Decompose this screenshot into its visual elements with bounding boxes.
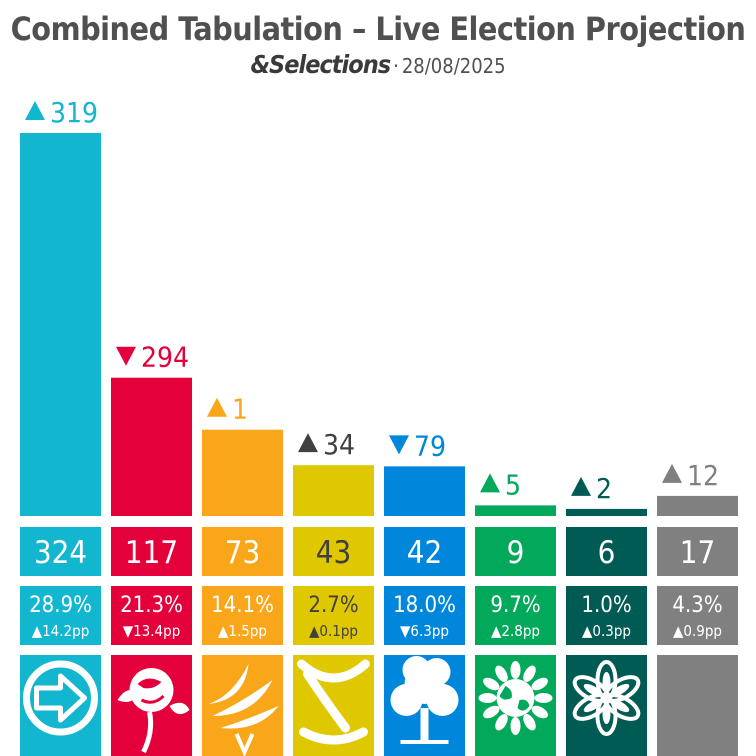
arrow-logo-icon (23, 660, 98, 736)
bar (657, 495, 738, 516)
bird-logo-icon (208, 664, 279, 756)
seat-change-label: 5 (505, 468, 521, 501)
vote-share-box (475, 586, 556, 645)
vote-share-box (20, 586, 101, 645)
saltire-logo-icon (297, 659, 370, 745)
seat-count-label: 17 (680, 535, 715, 571)
bar (20, 133, 101, 516)
vote-share-box (293, 586, 374, 645)
seat-count-box (657, 527, 738, 576)
vote-change-label: ▼13.4pp (123, 622, 181, 640)
party-column-6: 5 9 9.7% ▲2.8pp (475, 468, 556, 756)
seat-count-box (566, 527, 647, 576)
triangle-down-icon (389, 435, 409, 455)
seat-change-label: 2 (596, 472, 612, 505)
triangle-up-icon (480, 473, 500, 493)
rose-logo-icon (117, 668, 190, 754)
seat-count-label: 73 (225, 535, 260, 571)
vote-change-label: ▲0.9pp (673, 622, 722, 640)
bar (566, 508, 647, 516)
seat-change-label: 1 (232, 393, 248, 426)
vote-share-label: 21.3% (120, 593, 183, 618)
seat-count-box (111, 527, 192, 576)
vote-change-label: ▲1.5pp (218, 622, 267, 640)
bar (384, 466, 465, 516)
seat-count-label: 324 (34, 535, 87, 571)
triangle-up-icon (571, 476, 591, 496)
seat-count-box (293, 527, 374, 576)
vote-change-label: ▲2.8pp (491, 622, 540, 640)
seat-count-box (202, 527, 283, 576)
vote-share-box (657, 586, 738, 645)
chart-title: Combined Tabulation – Live Election Proj… (10, 10, 746, 48)
vote-change-label: ▲14.2pp (32, 622, 90, 640)
vote-change-label: ▲0.3pp (582, 622, 631, 640)
vote-share-box (111, 586, 192, 645)
vote-share-box (202, 586, 283, 645)
seat-count-label: 117 (125, 535, 178, 571)
triangle-up-icon (662, 463, 682, 483)
seat-count-box (384, 527, 465, 576)
seat-count-label: 42 (407, 535, 442, 571)
tree-logo-icon (390, 656, 459, 744)
vote-share-label: 4.3% (672, 593, 722, 618)
party-column-3: 1 73 14.1% ▲1.5pp (202, 393, 283, 756)
party-column-2: 294 117 21.3% ▼13.4pp (111, 341, 192, 756)
triangle-up-icon (25, 101, 45, 120)
seat-count-box (20, 527, 101, 576)
bar (111, 377, 192, 516)
vote-change-label: ▼6.3pp (400, 622, 449, 640)
subtitle-date: 28/08/2025 (401, 54, 506, 78)
vote-share-label: 28.9% (29, 593, 92, 618)
seat-change-label: 12 (687, 459, 719, 492)
party-column-4: 34 43 2.7% ▲0.1pp (293, 428, 374, 756)
triangle-down-icon (116, 346, 136, 366)
seat-count-label: 43 (316, 535, 351, 571)
seat-change-label: 79 (414, 429, 446, 462)
earth-logo-icon (478, 661, 553, 735)
triangle-up-icon (298, 433, 318, 453)
seat-count-label: 9 (507, 535, 525, 571)
brand-logo: &Selections (250, 50, 391, 79)
vote-share-label: 2.7% (308, 593, 358, 618)
vote-share-label: 9.7% (490, 593, 540, 618)
vote-share-label: 14.1% (211, 593, 274, 618)
vote-change-label: ▲0.1pp (309, 622, 358, 640)
bar (202, 429, 283, 516)
seat-change-label: 319 (50, 96, 98, 129)
party-column-7: 2 6 1.0% ▲0.3pp (566, 472, 647, 756)
party-column-5: 79 42 18.0% ▼6.3pp (384, 429, 465, 756)
flower-logo-icon (572, 660, 641, 736)
chart-subtitle: &Selections · 28/08/2025 (250, 50, 506, 79)
bar (293, 465, 374, 516)
bar (475, 505, 556, 516)
seat-count-box (475, 527, 556, 576)
vote-share-label: 1.0% (581, 593, 631, 618)
party-column-8: 12 17 4.3% ▲0.9pp (657, 459, 738, 756)
vote-share-label: 18.0% (393, 593, 456, 618)
seat-change-label: 294 (141, 341, 189, 374)
logo-box (657, 655, 738, 756)
triangle-up-icon (207, 397, 227, 417)
vote-share-box (566, 586, 647, 645)
seat-change-label: 34 (323, 428, 355, 461)
vote-share-box (384, 586, 465, 645)
seat-count-label: 6 (598, 535, 616, 571)
party-column-1: 319 324 28.9% ▲14.2pp (20, 96, 101, 756)
